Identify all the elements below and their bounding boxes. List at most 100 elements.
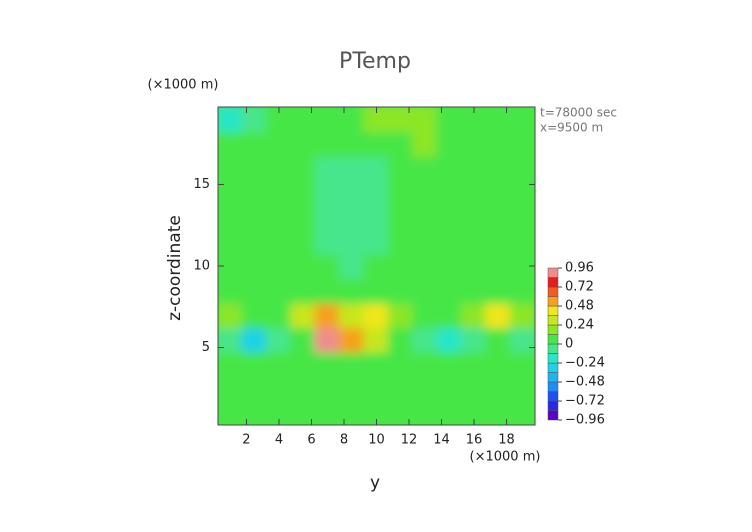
field-cell xyxy=(290,228,317,255)
field-cell xyxy=(241,107,268,133)
field-cell xyxy=(241,228,268,255)
x-tick-label: 16 xyxy=(466,433,483,448)
field-cell xyxy=(241,301,268,329)
field-cell xyxy=(485,399,512,425)
field-cell xyxy=(338,252,366,280)
field-cell xyxy=(460,203,488,231)
field-cell xyxy=(412,375,439,402)
field-cell xyxy=(290,179,317,206)
field-cell xyxy=(509,375,535,402)
field-cell xyxy=(509,399,535,425)
colorbar-swatch xyxy=(547,315,559,326)
field-cell xyxy=(436,350,463,378)
field xyxy=(218,107,535,425)
field-cell xyxy=(387,326,415,353)
x-unit: (×1000 m) xyxy=(470,450,541,465)
field-cell xyxy=(265,203,293,231)
field-cell xyxy=(485,228,512,255)
field-cell xyxy=(412,154,439,182)
field-cell xyxy=(436,399,463,425)
field-cell xyxy=(241,350,268,378)
field-cell xyxy=(436,154,463,182)
field-cell xyxy=(314,252,341,280)
colorbar-label: −0.24 xyxy=(565,356,605,371)
field-cell xyxy=(290,326,317,353)
field-cell xyxy=(338,326,366,353)
field-cell xyxy=(363,252,390,280)
field-cell xyxy=(241,326,268,353)
colorbar-swatch xyxy=(547,372,559,383)
field-cell xyxy=(387,107,415,133)
field-cell xyxy=(436,107,463,133)
field-cell xyxy=(485,107,512,133)
colorbar-label: 0.24 xyxy=(565,318,594,333)
field-cell xyxy=(387,203,415,231)
y-unit: (×1000 m) xyxy=(148,78,219,93)
field-cell xyxy=(338,301,366,329)
field-cell xyxy=(436,179,463,206)
field-cell xyxy=(314,130,341,157)
field-cell xyxy=(265,326,293,353)
field-cell xyxy=(460,301,488,329)
field-cell xyxy=(363,350,390,378)
x-tick-label: 14 xyxy=(433,433,450,448)
field-cell xyxy=(387,252,415,280)
field-cells xyxy=(218,107,535,425)
field-cell xyxy=(314,399,341,425)
colorbar-label: −0.48 xyxy=(565,375,605,390)
field-cell xyxy=(218,350,244,378)
field-cell xyxy=(241,375,268,402)
field-cell xyxy=(314,277,341,304)
field-cell xyxy=(338,107,366,133)
field-cell xyxy=(290,154,317,182)
y-tick-label: 5 xyxy=(202,340,210,355)
annotation: t=78000 sec xyxy=(540,106,617,120)
field-cell xyxy=(485,203,512,231)
field-cell xyxy=(485,301,512,329)
chart-title: PTemp xyxy=(339,49,411,74)
field-cell xyxy=(314,228,341,255)
field-cell xyxy=(509,326,535,353)
field-cell xyxy=(290,203,317,231)
field-cell xyxy=(290,277,317,304)
field-cell xyxy=(290,350,317,378)
field-cell xyxy=(290,301,317,329)
field-cell xyxy=(290,130,317,157)
colorbar-swatch xyxy=(547,400,559,411)
field-cell xyxy=(363,179,390,206)
x-tick-label: 18 xyxy=(498,433,515,448)
axes: 2 4 6 8 10 12 14 16 18 5 10 15 0.96 0.72 0.48 0.24 0 −0.2… xyxy=(193,106,605,448)
field-cell xyxy=(218,179,244,206)
field-cell xyxy=(485,130,512,157)
field-cell xyxy=(387,375,415,402)
colorbar-label: 0.96 xyxy=(565,261,594,276)
field-cell xyxy=(338,277,366,304)
field-cell xyxy=(387,399,415,425)
field-cell xyxy=(218,203,244,231)
colorbar-swatch xyxy=(547,267,559,278)
field-cell xyxy=(509,130,535,157)
field-cell xyxy=(218,130,244,157)
field-cell xyxy=(436,130,463,157)
field-cell xyxy=(290,252,317,280)
field-cell xyxy=(460,375,488,402)
field-cell xyxy=(387,301,415,329)
field-cell xyxy=(338,154,366,182)
colorbar-swatch xyxy=(547,353,559,364)
field-cell xyxy=(218,107,244,133)
colorbar-swatch xyxy=(547,277,559,288)
field-cell xyxy=(387,179,415,206)
x-tick-label: 6 xyxy=(307,433,315,448)
field-cell xyxy=(314,179,341,206)
field-cell xyxy=(436,252,463,280)
field-cell xyxy=(241,179,268,206)
field-cell xyxy=(412,228,439,255)
field-cell xyxy=(509,107,535,133)
field-cell xyxy=(314,350,341,378)
y-tick-label: 10 xyxy=(193,259,210,274)
x-tick-label: 12 xyxy=(401,433,418,448)
field-cell xyxy=(436,277,463,304)
field-cell xyxy=(485,350,512,378)
field-cell xyxy=(509,228,535,255)
x-axis-label: y xyxy=(370,473,380,493)
